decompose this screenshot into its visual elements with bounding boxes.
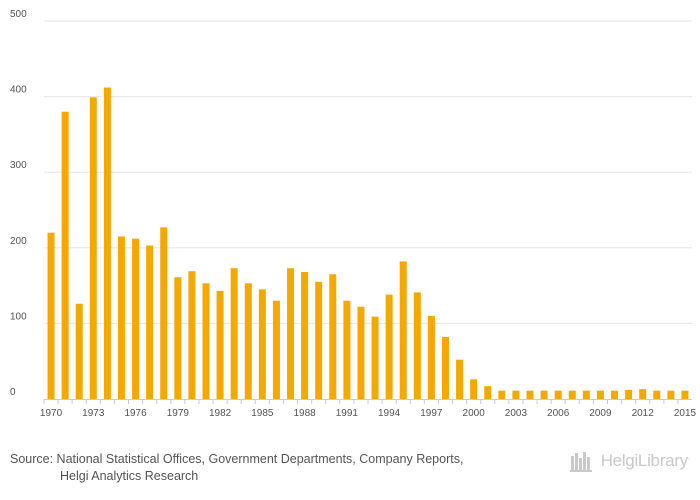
bar-1998 [441,337,449,399]
bar-1975 [117,236,125,399]
source-line-1: Source: National Statistical Offices, Go… [10,452,464,466]
bar-1995 [399,261,407,399]
bar-1992 [357,306,365,399]
bar-2009 [596,390,604,399]
bar-1986 [272,300,280,399]
bar-2010 [611,390,619,399]
bar-2002 [498,390,506,399]
bar-1993 [371,316,379,399]
bar-1970 [47,232,55,399]
x-tick-label: 1994 [378,408,401,419]
x-tick-label: 2009 [589,408,612,419]
x-tick-label: 2012 [632,408,655,419]
y-tick-label: 500 [10,9,27,20]
bar-1984 [244,283,252,399]
x-tick-label: 1979 [167,408,190,419]
source-note: Source: National Statistical Offices, Go… [10,451,550,485]
logo-text: HelgiLibrary. [600,451,691,470]
y-tick-label: 100 [10,311,27,322]
source-line-2: Helgi Analytics Research [60,469,199,483]
bar-1974 [103,87,111,399]
y-tick-label: 400 [10,85,27,96]
bar-1980 [188,271,196,399]
helgi-library-logo: HelgiLibrary. [569,450,691,472]
y-tick-label: 0 [10,387,16,398]
bar-1977 [146,245,154,399]
bar-1978 [160,227,168,399]
bar-1996 [413,292,421,399]
bar-1973 [89,97,97,400]
x-tick-label: 1982 [209,408,232,419]
bar-2011 [625,389,633,399]
x-tick-label: 2006 [547,408,570,419]
chart-area: 0 100 200 300 400 500 1970 1973 1976 1979 1982 198… [10,9,697,419]
bar-1985 [258,289,266,399]
x-tick-label: 1973 [82,408,105,419]
bar-1997 [427,315,435,399]
footer: Source: National Statistical Offices, Go… [0,430,700,500]
x-tick-label: 1997 [420,408,443,419]
bar-1981 [202,283,210,399]
bar-2012 [639,389,647,399]
bar-2015 [681,390,689,399]
bar-2006 [554,390,562,399]
x-tick-label: 1985 [251,408,274,419]
bar-2013 [653,390,661,399]
x-tick-label: 1988 [293,408,316,419]
x-tick-label: 2000 [463,408,486,419]
y-axis-labels: 0 100 200 300 400 500 [10,9,27,398]
x-tick-label: 2003 [505,408,528,419]
bar-1988 [301,271,309,399]
bar-1987 [287,268,295,399]
bar-1989 [315,281,323,399]
x-tick-label: 1976 [124,408,147,419]
bar-2005 [540,390,548,399]
bar-2007 [568,390,576,399]
bar-2014 [667,390,675,399]
bar-1990 [329,274,337,399]
bar-1976 [132,238,140,399]
bar-1991 [343,300,351,399]
bar-1972 [75,303,83,399]
bar-2003 [512,390,520,399]
x-axis: 1970 1973 1976 1979 1982 1985 1988 1991 1994 1997… [40,399,697,419]
bar-2001 [484,386,492,399]
bar-1971 [61,111,69,399]
bar-1983 [230,268,238,399]
bar-1979 [174,277,182,399]
bars [47,87,689,400]
y-tick-label: 300 [10,160,27,171]
x-tick-label: 1991 [336,408,359,419]
bar-2008 [582,390,590,399]
bar-1982 [216,290,224,399]
x-tick-label: 1970 [40,408,63,419]
bar-1999 [456,359,464,399]
y-tick-label: 200 [10,236,27,247]
bar-2004 [526,390,534,399]
bar-2000 [470,379,478,399]
library-icon [569,452,592,472]
x-tick-label: 2015 [674,408,697,419]
grid-lines [44,20,692,324]
bar-1994 [385,294,393,399]
